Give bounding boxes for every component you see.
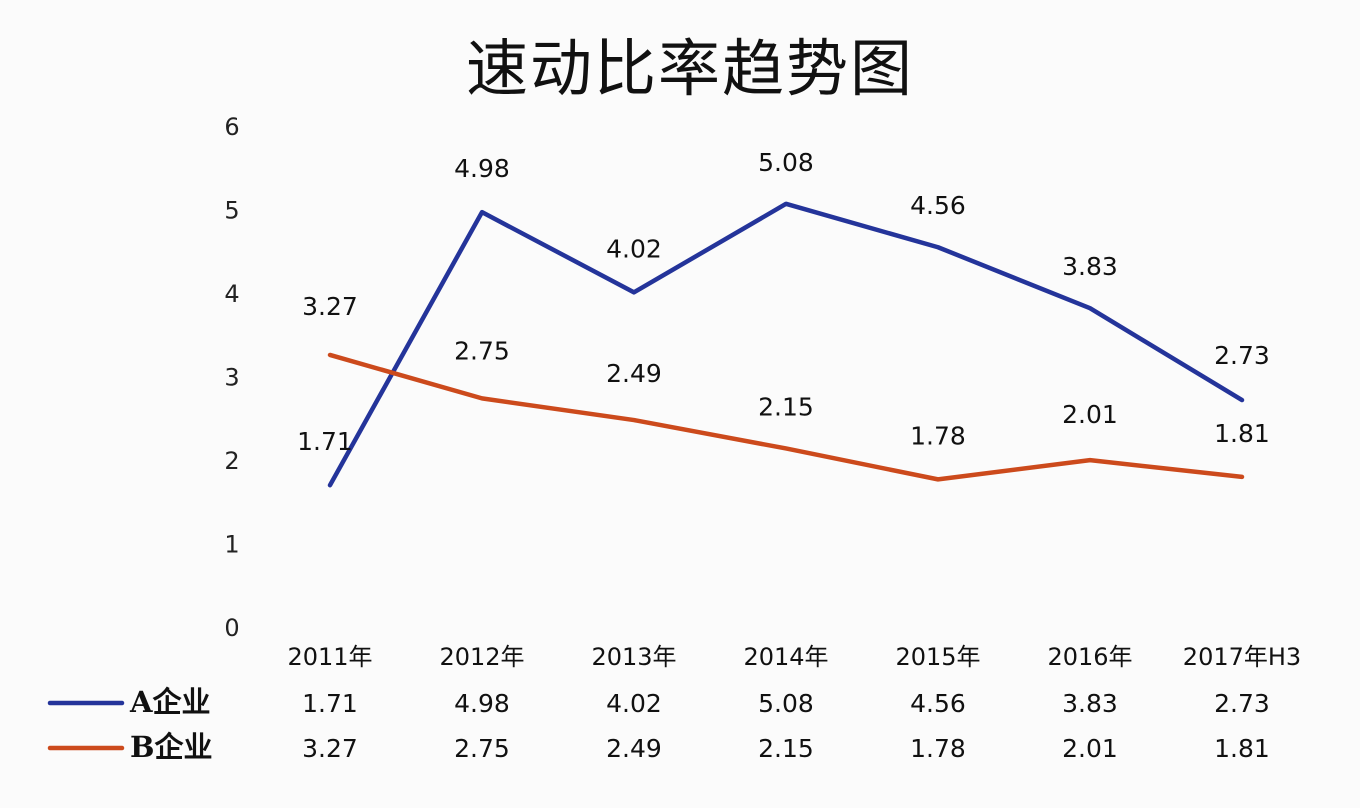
table-cell: 2.73 <box>1214 689 1270 718</box>
data-label: 1.71 <box>297 427 353 456</box>
table-cell: 1.71 <box>302 689 358 718</box>
data-table: A企业 1.71 4.98 4.02 5.08 4.56 3.83 2.73 B企业 3.27 2.… <box>47 685 1270 764</box>
data-label: 5.08 <box>758 148 814 177</box>
data-label: 4.98 <box>454 154 510 183</box>
data-label: 4.56 <box>910 191 966 220</box>
x-axis: 2011年 2012年 2013年 2014年 2015年 2016年 2017年H3 <box>287 643 1301 671</box>
series-lines <box>327 201 1245 488</box>
data-label: 1.81 <box>1214 419 1270 448</box>
table-cell: 3.27 <box>302 734 358 763</box>
table-cell: 2.01 <box>1062 734 1118 763</box>
y-tick-label: 4 <box>224 280 239 308</box>
table-cell: 2.75 <box>454 734 510 763</box>
x-tick-label: 2013年 <box>591 643 676 671</box>
table-cell: 1.81 <box>1214 734 1270 763</box>
y-tick-label: 6 <box>224 113 239 141</box>
data-label: 2.73 <box>1214 341 1270 370</box>
y-tick-label: 2 <box>224 447 239 475</box>
x-tick-label: 2015年 <box>895 643 980 671</box>
data-label: 4.02 <box>606 234 662 263</box>
y-tick-label: 3 <box>224 364 239 392</box>
data-label: 3.27 <box>302 292 358 321</box>
y-axis: 0 1 2 3 4 5 6 <box>224 113 239 642</box>
x-tick-label: 2011年 <box>287 643 372 671</box>
x-tick-label: 2014年 <box>743 643 828 671</box>
table-cell: 1.78 <box>910 734 966 763</box>
series-line-0 <box>327 201 1245 488</box>
y-tick-label: 5 <box>224 197 239 225</box>
data-label: 2.15 <box>758 392 814 421</box>
chart-title: 速动比率趋势图 <box>465 32 914 105</box>
data-labels: 1.71 4.98 4.02 5.08 4.56 3.83 2.73 3.27 2.75 2.49… <box>297 148 1270 456</box>
y-tick-label: 1 <box>224 531 239 559</box>
legend-label: B企业 <box>130 730 213 764</box>
data-label: 2.01 <box>1062 400 1118 429</box>
x-tick-label: 2012年 <box>439 643 524 671</box>
table-cell: 2.15 <box>758 734 814 763</box>
table-cell: 2.49 <box>606 734 662 763</box>
table-cell: 5.08 <box>758 689 814 718</box>
data-label: 3.83 <box>1062 252 1118 281</box>
table-cell: 3.83 <box>1062 689 1118 718</box>
x-tick-label: 2016年 <box>1047 643 1132 671</box>
data-label: 2.49 <box>606 359 662 388</box>
table-cell: 4.02 <box>606 689 662 718</box>
data-label: 2.75 <box>454 336 510 365</box>
data-label: 1.78 <box>910 421 966 450</box>
legend-label: A企业 <box>129 685 211 719</box>
y-tick-label: 0 <box>224 614 239 642</box>
series-line-1 <box>327 352 1245 482</box>
table-cell: 4.56 <box>910 689 966 718</box>
table-cell: 4.98 <box>454 689 510 718</box>
x-tick-label: 2017年H3 <box>1183 643 1301 671</box>
